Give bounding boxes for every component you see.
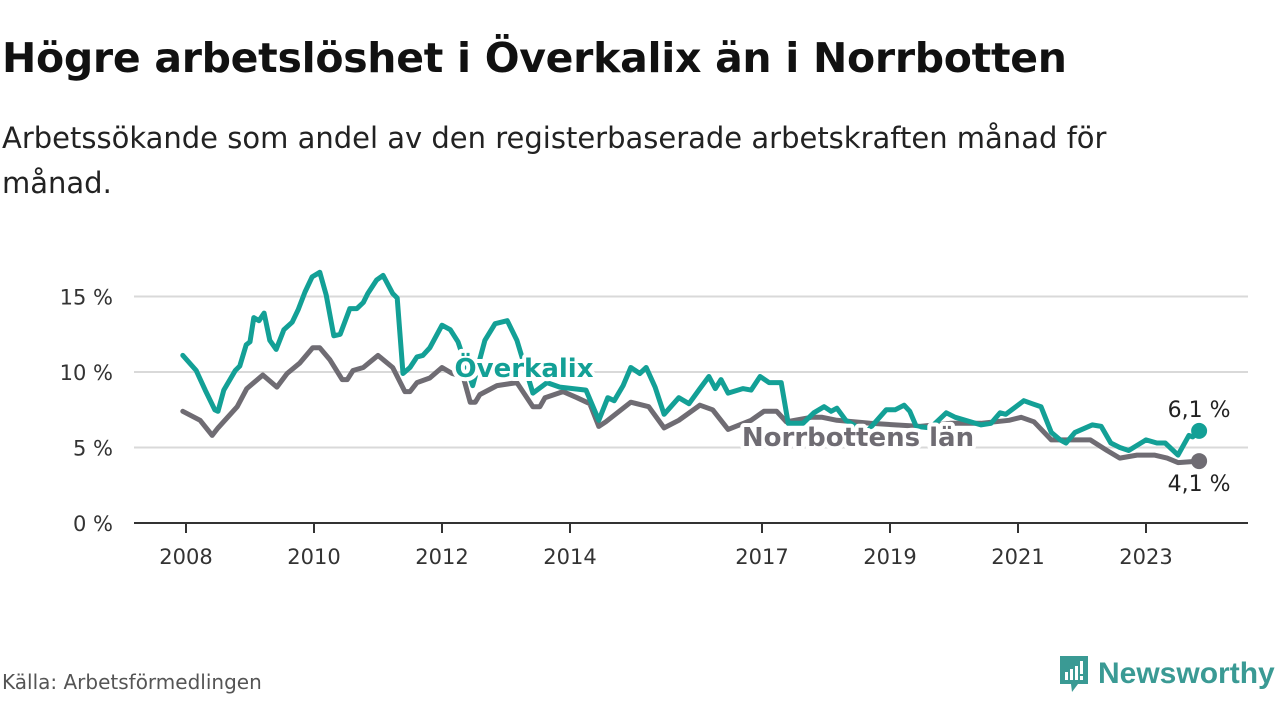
series-label-overkalix: Överkalix <box>455 351 594 384</box>
newsworthy-logo: Newsworthy <box>1058 654 1275 694</box>
newsworthy-logo-icon <box>1060 656 1088 692</box>
y-tick-label: 10 % <box>60 361 113 385</box>
end-point-norrbotten <box>1191 453 1208 470</box>
x-tick-label: 2019 <box>863 545 916 569</box>
logo-text: Newsworthy <box>1098 657 1275 690</box>
end-label-overkalix: 6,1 % <box>1168 398 1231 423</box>
y-tick-label: 15 % <box>60 286 113 310</box>
chart-subtitle: Arbetssökande som andel av den registerb… <box>2 121 1107 200</box>
source-note: Källa: Arbetsförmedlingen <box>2 670 262 694</box>
x-tick-label: 2017 <box>735 545 788 569</box>
y-tick-label: 0 % <box>73 512 113 536</box>
series-line-norrbotten <box>180 345 1202 466</box>
series-line-overkalix <box>180 269 1202 458</box>
end-point-overkalix <box>1191 422 1208 439</box>
x-tick-label: 2021 <box>991 545 1044 569</box>
y-tick-label: 5 % <box>73 437 113 461</box>
x-tick-label: 2010 <box>287 545 340 569</box>
line-chart: 0 % 5 % 10 % 15 % 2008 2010 2012 2014 2017 2019 20… <box>60 269 1248 569</box>
end-label-norrbotten: 4,1 % <box>1168 472 1231 497</box>
x-tick-label: 2014 <box>543 545 596 569</box>
x-tick-label: 2023 <box>1119 545 1172 569</box>
chart-title: Högre arbetslöshet i Överkalix än i Norr… <box>2 34 1067 82</box>
x-tick-label: 2012 <box>415 545 468 569</box>
series-label-norrbotten: Norrbottens län <box>742 423 974 453</box>
x-tick-label: 2008 <box>159 545 212 569</box>
